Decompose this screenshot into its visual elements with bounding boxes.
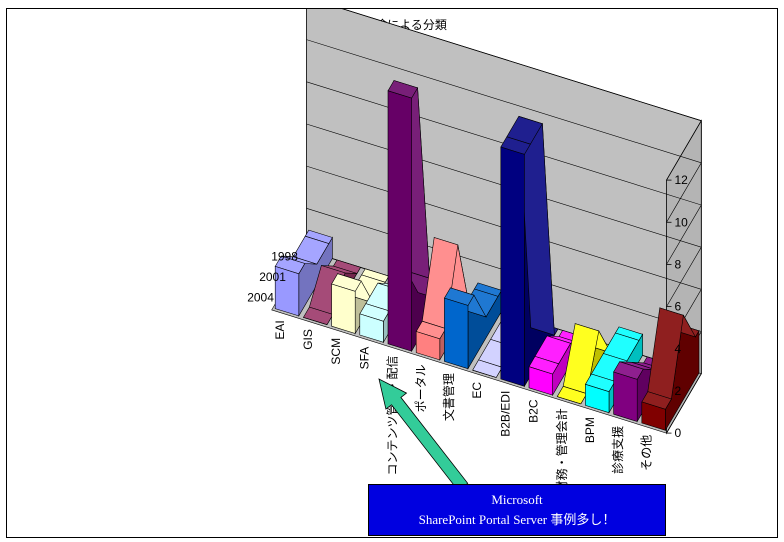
category-label: ポータル bbox=[414, 364, 428, 412]
z-tick-label: 6 bbox=[675, 300, 682, 314]
callout-line2: SharePoint Portal Server 事例多し！ bbox=[418, 512, 616, 527]
area-front bbox=[331, 283, 356, 334]
area-series-group bbox=[274, 80, 700, 432]
z-tick-label: 0 bbox=[675, 426, 682, 440]
category-label: B2B/EDI bbox=[498, 391, 512, 437]
area-series bbox=[500, 115, 559, 388]
area-series bbox=[641, 307, 700, 432]
gridline bbox=[342, 9, 702, 181]
area-front bbox=[557, 396, 581, 405]
category-label: 文書管理 bbox=[441, 373, 456, 421]
area-series bbox=[443, 282, 503, 370]
area-front bbox=[500, 146, 525, 387]
callout-line1: Microsoft bbox=[491, 492, 543, 507]
gridline bbox=[306, 81, 702, 265]
area-front bbox=[585, 383, 610, 414]
category-label: BPM bbox=[583, 417, 597, 443]
area-front bbox=[472, 369, 497, 378]
gridline bbox=[306, 39, 702, 223]
area-front bbox=[528, 366, 553, 396]
area-front bbox=[359, 313, 384, 343]
gridline bbox=[306, 123, 702, 307]
z-axis-ticks: 0 2 4 6 8 10 12 bbox=[675, 173, 689, 440]
area-front bbox=[415, 331, 441, 361]
category-label: コンテンツ管理・配信 bbox=[385, 356, 400, 476]
category-axis-labels: EAI GIS SCM SFA コンテンツ管理・配信 ポータル 文書管理 EC B2B/EDI B… bbox=[273, 320, 654, 492]
category-label: その他 bbox=[639, 435, 653, 471]
z-tick-label: 2 bbox=[675, 384, 682, 398]
category-label: B2C bbox=[527, 399, 541, 423]
area-front bbox=[641, 401, 666, 431]
area-series bbox=[274, 229, 333, 318]
area-front bbox=[444, 297, 469, 370]
series-label: 1998 bbox=[271, 250, 298, 264]
category-label: SCM bbox=[329, 338, 343, 365]
series-label: 2004 bbox=[247, 291, 274, 305]
area-front bbox=[387, 90, 412, 352]
area-front bbox=[303, 317, 328, 325]
category-label: 診療支援 bbox=[610, 426, 625, 474]
area-front bbox=[274, 265, 300, 317]
category-label: SFA bbox=[357, 347, 371, 370]
z-tick-label: 8 bbox=[675, 257, 682, 271]
callout-box: Microsoft SharePoint Portal Server 事例多し！ bbox=[368, 484, 666, 536]
category-label: 財務・管理会計 bbox=[554, 408, 569, 492]
category-label: GIS bbox=[301, 329, 315, 350]
category-label: EAI bbox=[273, 320, 287, 339]
category-label: EC bbox=[470, 382, 484, 399]
series-axis-labels: 1998 2001 2004 bbox=[247, 250, 298, 305]
series-label: 2001 bbox=[259, 270, 286, 284]
area-front bbox=[613, 371, 638, 422]
z-tick-label: 12 bbox=[675, 173, 689, 187]
z-tick-label: 10 bbox=[675, 215, 689, 229]
z-tick-label: 4 bbox=[675, 342, 682, 356]
